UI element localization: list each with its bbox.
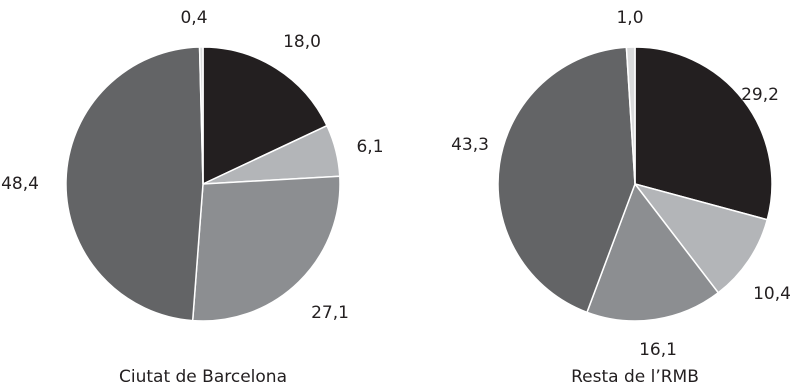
slice-value-label: 43,3 [451, 135, 489, 155]
slice-value-label: 18,0 [283, 32, 321, 52]
pie-ciutat-de-barcelona: 18,0 6,1 27,1 48,4 0,4 Ciutat de Barcelona [1, 8, 383, 385]
pie-slice [202, 46, 328, 186]
slice-value-label: 29,2 [741, 85, 779, 105]
pie-slice [198, 46, 204, 185]
pie-slice [191, 175, 341, 322]
pie-title: Resta de l’RMB [571, 367, 699, 385]
slice-value-label: 48,4 [1, 174, 39, 194]
pie-slice [497, 46, 636, 314]
pie-resta-rmb: 29,2 10,4 16,1 43,3 1,0 Resta de l’RMB [451, 8, 791, 385]
slice-value-label: 6,1 [356, 137, 383, 157]
pie-slice [65, 46, 204, 322]
slice-value-label: 27,1 [311, 303, 349, 323]
pie-slice [586, 182, 720, 322]
pie-slice [634, 46, 773, 221]
slice-value-label: 1,0 [616, 8, 643, 28]
slice-value-label: 16,1 [639, 340, 677, 360]
pie-slice [633, 182, 769, 294]
pie-title: Ciutat de Barcelona [119, 367, 287, 385]
slice-value-label: 0,4 [180, 8, 207, 28]
slice-value-label: 10,4 [753, 284, 791, 304]
pie-slice [625, 46, 636, 185]
